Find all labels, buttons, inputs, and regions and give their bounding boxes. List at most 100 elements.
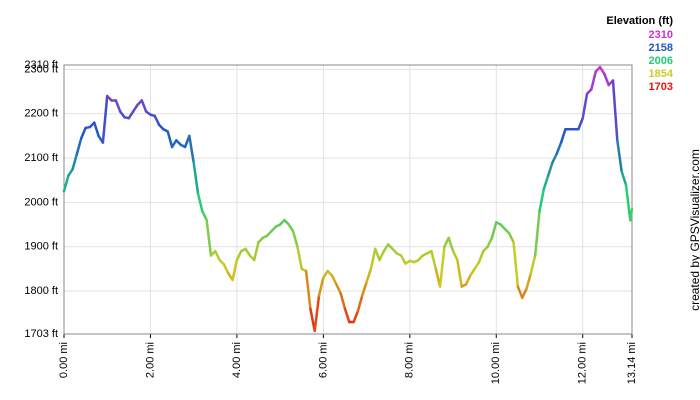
y-tick-label: 1800 ft (24, 285, 58, 297)
elevation-segment (430, 249, 438, 271)
legend-value: 2310 (649, 29, 673, 41)
elevation-segment (438, 245, 446, 288)
y-tick-label: 2300 ft (24, 63, 58, 75)
elevation-segment (620, 170, 628, 186)
elevation-segment (546, 161, 554, 178)
elevation-segment (339, 291, 347, 310)
elevation-segment (365, 267, 373, 284)
elevation-segment (581, 92, 589, 120)
elevation-segment (520, 287, 528, 299)
elevation-segment (313, 294, 321, 333)
elevation-segment (352, 309, 360, 324)
elevation-segment (153, 114, 161, 127)
elevation-segment (322, 269, 329, 279)
elevation-segment (542, 174, 550, 191)
elevation-segment (166, 130, 174, 149)
elevation-segment (201, 209, 208, 222)
elevation-segment (214, 249, 221, 262)
elevation-segment (231, 258, 239, 282)
x-tick-label: 2.00 mi (144, 342, 156, 378)
elevation-segment (114, 99, 122, 113)
elevation-segment (378, 249, 386, 262)
elevation-segment (170, 139, 178, 149)
elevation-segment (188, 134, 195, 164)
elevation-segment (361, 280, 368, 297)
elevation-segment (611, 79, 619, 142)
elevation-segment (101, 94, 109, 144)
elevation-segment (304, 269, 312, 310)
elevation-segment (456, 258, 463, 288)
legend-value: 2006 (649, 55, 673, 67)
x-tick-label: 6.00 mi (317, 342, 329, 378)
elevation-segment (75, 136, 83, 155)
elevation-segment (67, 167, 74, 178)
elevation-segment (205, 218, 213, 257)
elevation-segment (507, 232, 515, 244)
elevation-segment (559, 128, 567, 144)
elevation-segment (343, 307, 351, 324)
elevation-segment (244, 247, 252, 257)
x-tick-label: 8.00 mi (404, 342, 416, 378)
plot-frame (63, 64, 633, 335)
y-tick-label: 2310 ft (24, 59, 58, 71)
elevation-segment (516, 285, 524, 299)
elevation-segment (577, 116, 584, 131)
elevation-segment (335, 283, 342, 295)
elevation-segment (551, 152, 559, 164)
legend-value: 1703 (649, 81, 673, 93)
elevation-segment (616, 139, 623, 173)
elevation-segment (252, 241, 260, 262)
elevation-segment (382, 243, 390, 253)
elevation-segment (330, 274, 338, 286)
elevation-segment (71, 152, 79, 171)
elevation-segment (603, 72, 610, 87)
elevation-segment (525, 272, 533, 291)
elevation-segment (464, 274, 472, 286)
x-tick-label: 13.14 mi (626, 342, 638, 384)
elevation-segment (131, 103, 139, 113)
elevation-segment (538, 187, 546, 213)
elevation-segment (192, 161, 200, 195)
elevation-segment (296, 245, 303, 271)
y-tick-label: 1900 ft (24, 241, 58, 253)
legend-value: 2158 (649, 42, 673, 54)
elevation-segment (477, 249, 485, 264)
elevation-segment (629, 207, 634, 222)
elevation-segment (196, 192, 204, 213)
x-tick-label: 0.00 mi (58, 342, 70, 378)
elevation-segment (533, 209, 541, 257)
elevation-segment (222, 263, 230, 275)
elevation-segment (235, 249, 243, 262)
elevation-segment (317, 276, 325, 297)
elevation-segment (373, 247, 381, 262)
elevation-segment (590, 70, 597, 91)
elevation-segment (490, 221, 498, 240)
elevation-segment (291, 229, 299, 248)
elevation-segment (140, 99, 148, 113)
legend-title: Elevation (ft) (606, 15, 673, 27)
x-tick-label: 12.00 mi (577, 342, 589, 384)
elevation-segment (598, 65, 606, 76)
x-tick-label: 10.00 mi (490, 342, 502, 384)
elevation-segment (447, 236, 455, 253)
y-tick-label: 2100 ft (24, 152, 58, 164)
elevation-segment (127, 110, 135, 120)
elevation-segment (287, 223, 295, 233)
elevation-segment (469, 267, 476, 277)
elevation-segment (369, 247, 377, 271)
y-tick-label: 2200 ft (24, 108, 58, 120)
legend-value: 1854 (649, 68, 674, 80)
elevation-segment (512, 241, 520, 288)
elevation-segment (93, 121, 100, 138)
elevation-segment (529, 254, 537, 275)
elevation-segment (62, 174, 70, 193)
elevation-segment (356, 294, 364, 313)
elevation-segment (555, 141, 563, 155)
y-tick-label: 2000 ft (24, 196, 58, 208)
elevation-segment (486, 236, 494, 248)
credit: created by GPSVisualizer.com (688, 149, 700, 311)
elevation-segment (473, 260, 481, 271)
y-tick-label: 1703 ft (24, 328, 58, 340)
